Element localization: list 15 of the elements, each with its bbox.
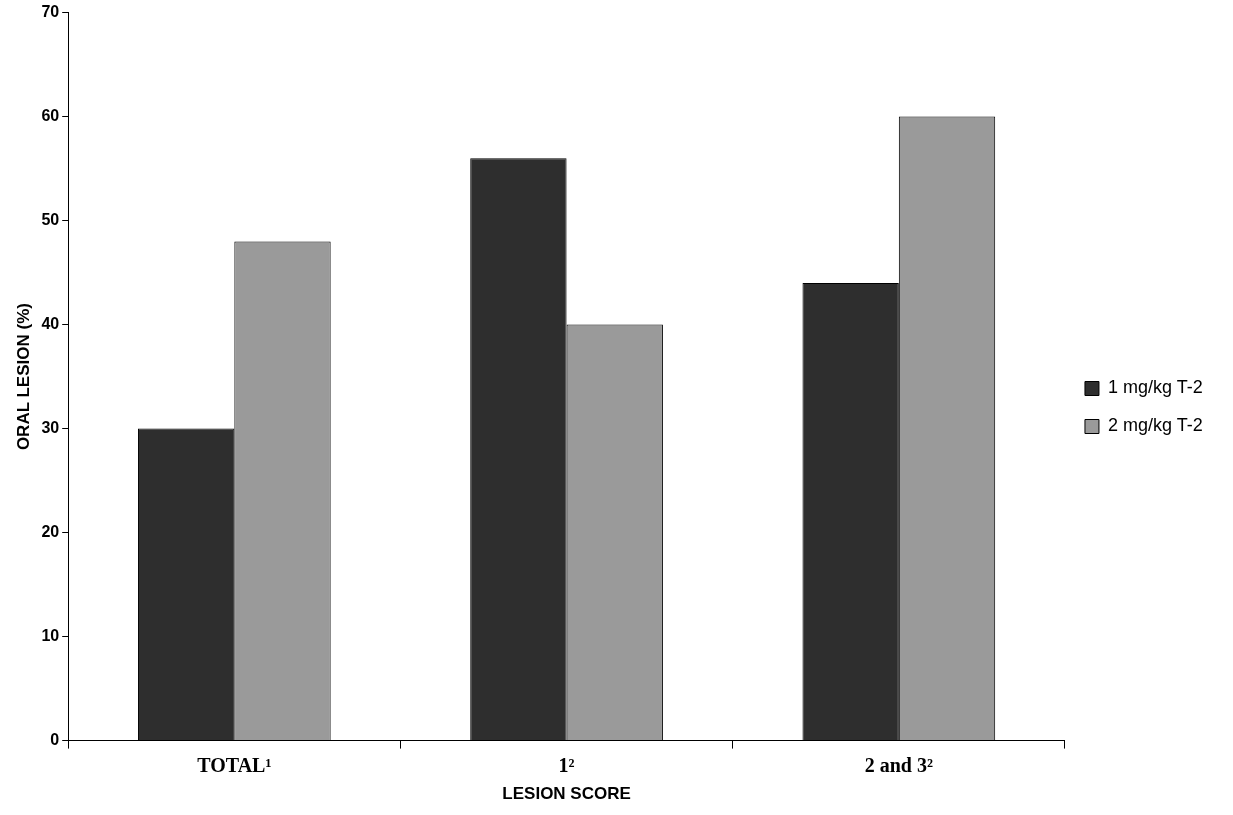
x-tick-label: 1² (558, 753, 575, 776)
y-tick-label: 20 (41, 523, 60, 541)
y-tick-label: 70 (41, 3, 60, 21)
y-tick-label: 0 (50, 731, 60, 749)
y-tick-label: 40 (41, 315, 60, 333)
legend-label: 2 mg/kg T-2 (1107, 415, 1203, 436)
y-tick-label: 30 (41, 419, 60, 437)
legend-label: 1 mg/kg T-2 (1107, 377, 1203, 398)
x-tick-label: 2 and 3² (864, 753, 933, 776)
y-tick-label: 50 (41, 211, 60, 229)
y-tick-label: 10 (41, 627, 60, 645)
y-tick-label: 60 (41, 107, 60, 125)
x-axis-title: LESION SCORE (502, 784, 631, 804)
y-axis-title: ORAL LESION (%) (13, 303, 33, 451)
x-tick-label: TOTAL¹ (197, 753, 272, 776)
